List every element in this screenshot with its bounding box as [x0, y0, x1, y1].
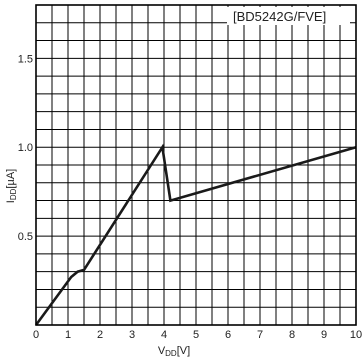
x-axis-label-main: V [158, 345, 166, 357]
y-ticks: 0.5 1.0 1.5 [18, 53, 33, 243]
annotation-box: [BD5242G/FVE] [227, 7, 350, 25]
x-tick-label: 8 [289, 329, 295, 341]
x-tick-label: 5 [193, 329, 199, 341]
y-tick-label: 1.5 [18, 53, 33, 65]
plot-frame [35, 4, 357, 326]
y-axis-label: IDD[µA] [5, 169, 18, 203]
y-tick-label: 1.0 [18, 142, 33, 154]
x-axis-label-sub: DD [165, 349, 177, 358]
x-tick-label: 4 [161, 329, 167, 341]
x-tick-label: 6 [225, 329, 231, 341]
x-ticks: 0 1 2 3 4 5 6 7 8 9 10 [33, 329, 362, 341]
x-tick-label: 9 [321, 329, 327, 341]
x-tick-label: 0 [33, 329, 39, 341]
y-axis-label-sub: DD [9, 188, 18, 200]
x-axis-label-unit: [V] [177, 345, 190, 357]
grid [36, 5, 356, 325]
series [34, 143, 357, 326]
x-tick-label: 3 [129, 329, 135, 341]
y-axis-label-main: I [5, 200, 17, 203]
y-tick-label: 0.5 [18, 231, 33, 243]
x-tick-label: 1 [65, 329, 71, 341]
x-tick-label: 10 [350, 329, 362, 341]
chart-annotation: [BD5242G/FVE] [233, 9, 326, 24]
x-tick-label: 2 [97, 329, 103, 341]
x-tick-label: 7 [257, 329, 263, 341]
x-axis-label: VDD[V] [158, 345, 190, 358]
series-line [34, 143, 357, 326]
y-axis-label-unit: [µA] [5, 169, 17, 189]
